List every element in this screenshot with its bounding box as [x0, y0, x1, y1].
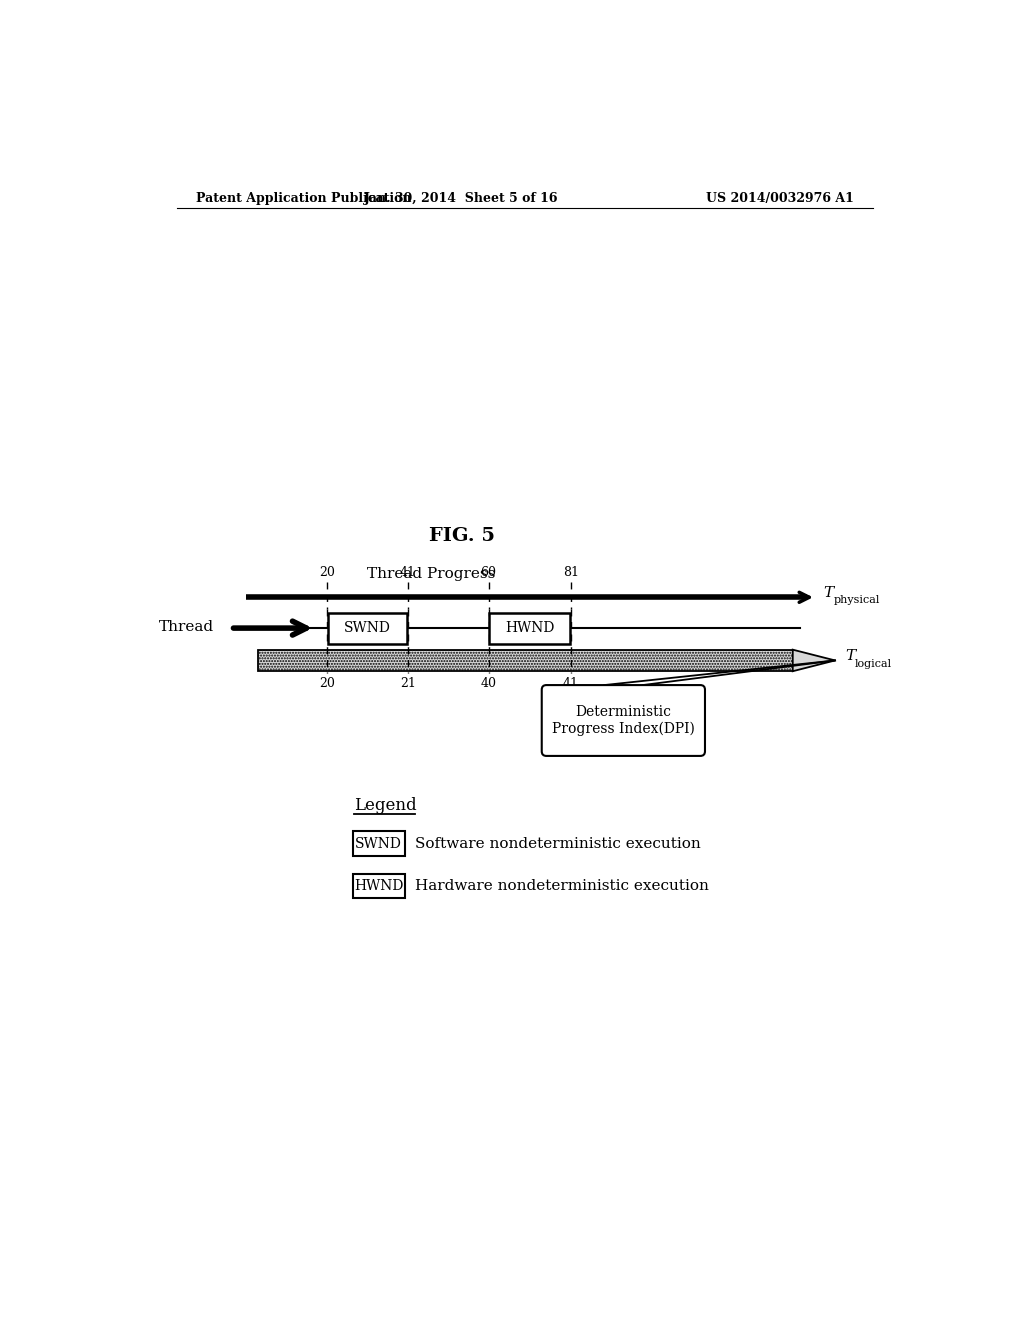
FancyBboxPatch shape	[542, 685, 705, 756]
FancyBboxPatch shape	[353, 874, 404, 899]
FancyBboxPatch shape	[353, 832, 404, 857]
FancyBboxPatch shape	[489, 612, 570, 644]
Text: physical: physical	[834, 595, 880, 606]
Text: 40: 40	[480, 677, 497, 690]
Text: 21: 21	[399, 677, 416, 690]
Text: Thread Progress: Thread Progress	[367, 568, 495, 581]
Text: US 2014/0032976 A1: US 2014/0032976 A1	[707, 191, 854, 205]
Text: logical: logical	[855, 659, 892, 668]
Text: Software nondeterministic execution: Software nondeterministic execution	[416, 837, 701, 850]
Text: SWND: SWND	[344, 622, 391, 635]
Text: HWND: HWND	[354, 879, 403, 894]
Text: Deterministic
Progress Index(DPI): Deterministic Progress Index(DPI)	[552, 705, 695, 735]
FancyBboxPatch shape	[328, 612, 407, 644]
Text: T: T	[823, 586, 834, 599]
Text: 60: 60	[480, 566, 497, 579]
Text: 20: 20	[318, 677, 335, 690]
Text: 20: 20	[318, 566, 335, 579]
Text: Hardware nondeterministic execution: Hardware nondeterministic execution	[416, 879, 710, 894]
Text: 41: 41	[563, 677, 579, 690]
Text: 81: 81	[563, 566, 579, 579]
Text: T: T	[845, 649, 855, 663]
Polygon shape	[793, 649, 836, 671]
Text: Thread: Thread	[159, 619, 214, 634]
Text: Patent Application Publication: Patent Application Publication	[196, 191, 412, 205]
Text: FIG. 5: FIG. 5	[429, 527, 495, 545]
Text: 41: 41	[399, 566, 416, 579]
FancyBboxPatch shape	[258, 649, 793, 671]
Text: Legend: Legend	[354, 797, 417, 814]
Text: HWND: HWND	[505, 622, 554, 635]
Text: Jan. 30, 2014  Sheet 5 of 16: Jan. 30, 2014 Sheet 5 of 16	[365, 191, 559, 205]
Text: SWND: SWND	[355, 837, 402, 850]
